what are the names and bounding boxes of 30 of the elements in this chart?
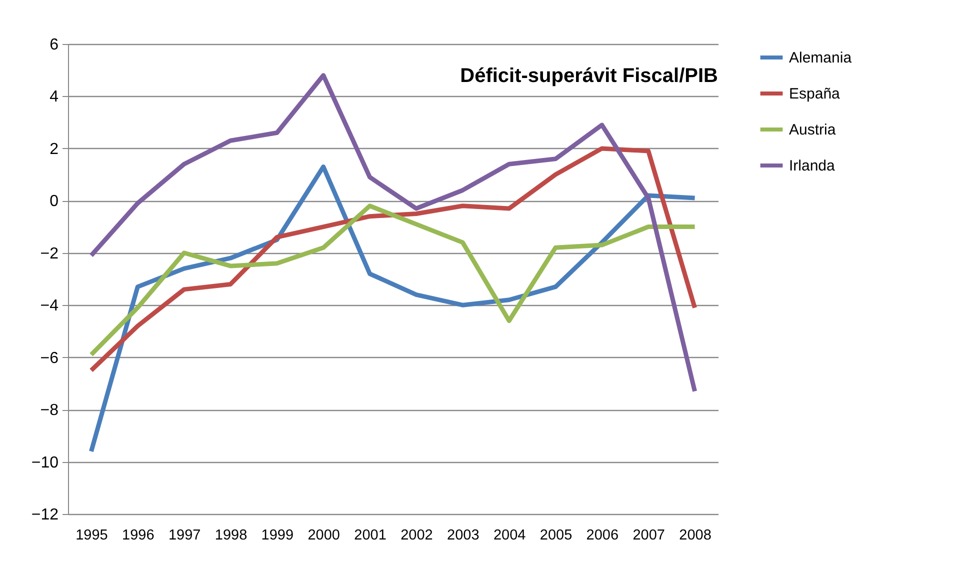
x-tick-label: 1996 <box>122 528 154 544</box>
x-tick-label: 2002 <box>400 528 433 544</box>
x-tick-label: 2007 <box>632 528 665 544</box>
x-tick-label: 1999 <box>261 528 294 544</box>
line-series <box>88 146 698 373</box>
x-tick-label: 2003 <box>447 528 480 544</box>
y-tick-label: 4 <box>50 88 59 106</box>
text: Déficit-superávit Fiscal/PIB <box>460 65 718 87</box>
x-tick-label: 1997 <box>168 528 201 544</box>
legend-label: Irlanda <box>789 158 836 174</box>
x-tick-label: 2004 <box>493 528 526 544</box>
y-tick-label: −6 <box>40 350 59 367</box>
y-tick-label: −8 <box>40 402 59 420</box>
legend-label: Alemania <box>789 50 852 66</box>
x-tick-label: 1995 <box>76 528 108 544</box>
y-tick-label: −12 <box>31 506 59 524</box>
x-tick-label: 2006 <box>586 528 619 544</box>
legend-label: España <box>789 86 841 102</box>
x-tick-label: 2000 <box>308 528 340 544</box>
y-tick-label: 6 <box>50 36 59 54</box>
x-tick-label: 1998 <box>214 528 248 544</box>
x-tick-label: 2001 <box>354 528 386 544</box>
y-tick-label: 0 <box>50 193 59 210</box>
y-tick-label: −2 <box>40 245 59 262</box>
x-tick-label: 2008 <box>679 528 712 544</box>
y-tick-label: −10 <box>31 454 59 472</box>
x-tick-label: 2005 <box>540 528 572 544</box>
legend-label: Austria <box>789 122 836 138</box>
y-tick-label: −4 <box>40 298 59 315</box>
y-tick-label: 2 <box>50 140 59 158</box>
